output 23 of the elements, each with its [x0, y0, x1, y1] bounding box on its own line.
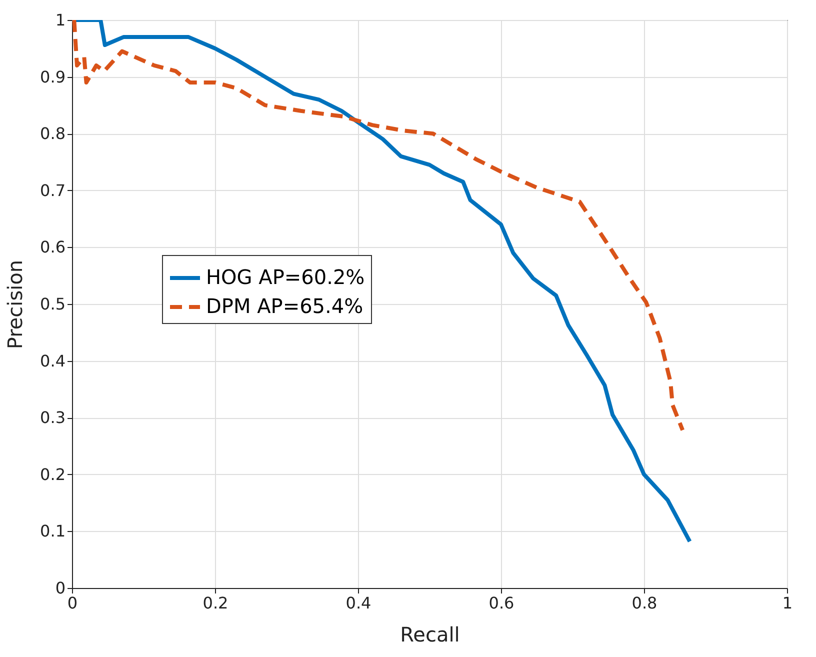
x-axis-title: Recall [400, 622, 460, 646]
y-tick-label: 0.9 [40, 67, 66, 86]
y-tick-label: 0.6 [40, 238, 66, 257]
y-tick-label: 1 [55, 10, 66, 30]
y-tick-label: 0.1 [40, 522, 66, 541]
y-axis-title: Precision [3, 260, 28, 350]
legend-label: DPM AP=65.4% [206, 294, 364, 318]
x-tick-label: 0 [67, 594, 78, 612]
x-tick-label: 1 [782, 594, 793, 612]
line-series [72, 20, 692, 544]
y-tick-label: 0 [55, 578, 66, 598]
y-tick-label: 0.5 [40, 294, 66, 314]
line-series [72, 20, 685, 432]
x-tick-label: 0.2 [202, 594, 228, 612]
y-tick-label: 0.3 [40, 408, 66, 428]
y-tick-label: 0.8 [40, 124, 66, 144]
y-tick-label: 0.4 [40, 351, 66, 370]
x-tick-label: 0.4 [346, 594, 372, 612]
y-tick-label: 0.2 [40, 464, 66, 484]
x-tick-label: 0.8 [632, 594, 658, 612]
legend-label: HOG AP=60.2% [206, 265, 365, 289]
y-tick-label: 0.7 [40, 180, 66, 200]
x-tick-label: 0.6 [488, 594, 514, 612]
